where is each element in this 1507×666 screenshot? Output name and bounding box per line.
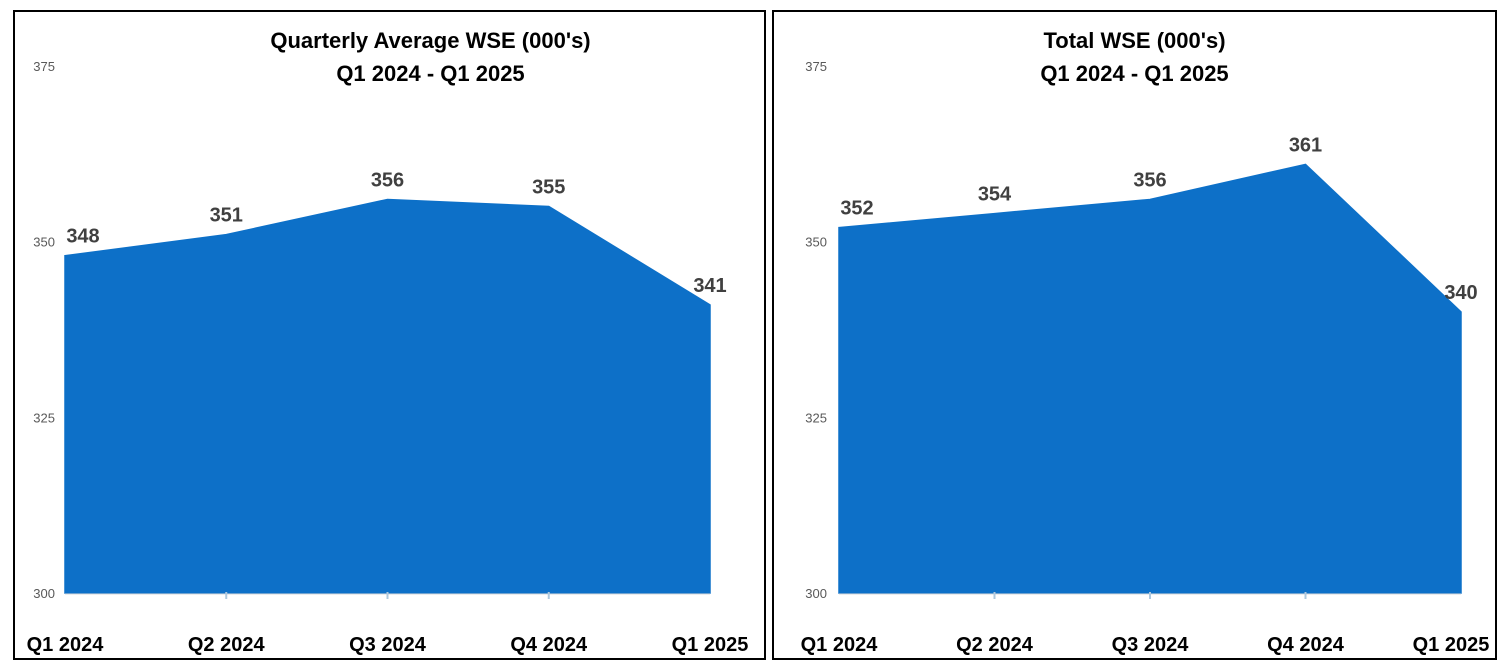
y-axis-tick-label: 300 — [805, 586, 827, 601]
x-axis-category-label: Q4 2024 — [1267, 634, 1345, 656]
x-axis-category-label: Q1 2025 — [1413, 634, 1490, 656]
area-chart-total: 300 325 350 375 352 354 356 361 340 Q1 2024 Q2 202… — [801, 59, 1490, 656]
data-label: 356 — [371, 170, 404, 192]
y-axis-tick-label: 300 — [33, 586, 55, 601]
area-series-shape — [838, 163, 1462, 594]
x-axis-category-label: Q4 2024 — [510, 634, 588, 656]
x-axis-category-label: Q1 2024 — [801, 634, 879, 656]
area-chart-quarterly-average: 300 325 350 375 348 351 356 355 341 Q1 2024 Q2 202… — [27, 59, 749, 656]
y-axis-tick-label: 350 — [33, 235, 55, 250]
data-label: 348 — [66, 226, 99, 248]
x-axis-category-label: Q2 2024 — [956, 634, 1034, 656]
data-label: 340 — [1444, 282, 1477, 304]
data-label: 356 — [1133, 170, 1166, 192]
area-series-shape — [64, 198, 711, 594]
data-label: 354 — [978, 184, 1012, 206]
chart-panel-total-wse: Total WSE (000's) Q1 2024 - Q1 2025 300 3… — [772, 10, 1497, 660]
x-axis-category-label: Q3 2024 — [1112, 634, 1190, 656]
x-axis-category-label: Q2 2024 — [188, 634, 266, 656]
chart-panel-quarterly-average-wse: Quarterly Average WSE (000's) Q1 2024 - … — [13, 10, 766, 660]
x-axis-category-label: Q3 2024 — [349, 634, 427, 656]
y-axis-tick-label: 350 — [805, 235, 827, 250]
data-label: 351 — [210, 205, 243, 227]
y-axis-tick-label: 325 — [33, 410, 55, 425]
data-label: 361 — [1289, 134, 1322, 156]
x-axis-category-label: Q1 2024 — [27, 634, 105, 656]
y-axis-tick-label: 375 — [805, 59, 827, 74]
data-label: 341 — [693, 275, 726, 297]
data-label: 355 — [532, 177, 565, 199]
y-axis-tick-label: 325 — [805, 410, 827, 425]
x-axis-category-label: Q1 2025 — [672, 634, 749, 656]
data-label: 352 — [840, 198, 873, 220]
y-axis-tick-label: 375 — [33, 59, 55, 74]
